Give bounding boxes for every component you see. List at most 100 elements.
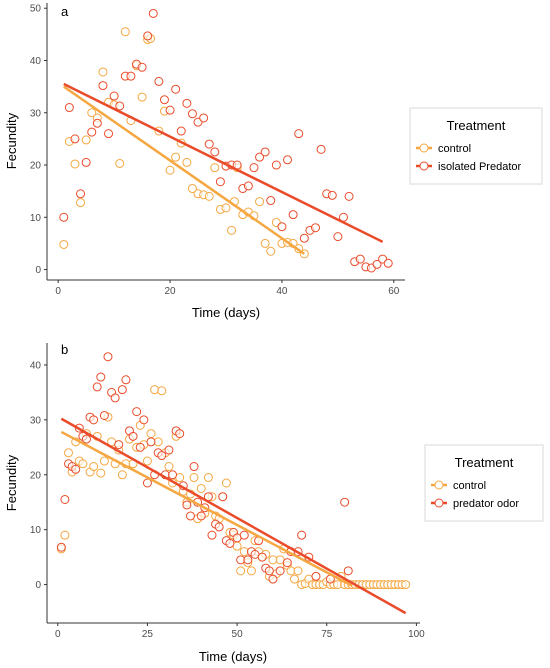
data-point [171,84,181,94]
series-isolated-predator [59,8,393,273]
data-point [204,139,214,149]
data-point [327,190,337,200]
data-point [215,177,225,187]
data-point [218,492,228,502]
data-point [164,462,174,472]
data-point [175,429,185,439]
data-point [316,144,326,154]
data-point [96,468,106,478]
data-point [249,163,259,173]
data-point [299,233,309,243]
data-point [294,129,304,139]
data-point [110,393,120,403]
data-point [344,191,354,201]
trend-line [63,85,306,255]
trend-line [60,430,353,587]
data-point [142,456,152,466]
data-point [266,196,276,206]
legend-key-point [419,161,429,171]
data-point [87,108,97,118]
series-control [56,385,411,590]
data-point [196,511,206,521]
data-point [71,464,81,474]
data-point [277,222,287,232]
trend-line [60,417,407,615]
x-tick-label: 40 [276,286,288,297]
x-axis-title: Time (days) [199,649,267,664]
x-tick-label: 100 [408,629,425,640]
data-point [164,445,174,455]
data-point [221,478,231,488]
legend-title: Treatment [455,455,514,470]
data-point [275,566,285,576]
data-point [81,157,91,167]
y-tick-label: 10 [30,525,42,536]
x-tick-label: 50 [232,629,244,640]
data-point [104,129,114,139]
data-point [383,258,393,268]
data-point [189,473,199,483]
data-point [266,246,276,256]
data-point [81,434,91,444]
data-point [204,191,214,201]
data-point [64,448,74,458]
trend-line [63,82,384,243]
data-point [372,259,382,269]
data-point [103,352,113,362]
data-point [176,126,186,136]
x-tick-label: 25 [142,629,154,640]
data-point [142,478,152,488]
legend-entry-label: control [438,143,471,155]
data-point [246,566,256,576]
data-point [243,181,253,191]
data-point [171,152,181,162]
data-point [343,566,353,576]
panel-label: a [61,4,69,19]
data-point [60,494,70,504]
data-point [289,574,299,584]
data-point [187,109,197,119]
data-point [297,530,307,540]
data-point [146,429,156,439]
legend-entry-label: isolated Predator [438,161,521,173]
data-point [150,385,160,395]
data-point [96,372,106,382]
data-point [115,101,125,111]
data-point [168,470,178,480]
chart-panel-b: 0 10 20 30 40 0 25 50 75 100 Time (days) Fecundity b… [4,342,544,664]
data-point [182,98,192,108]
x-tick-label: 0 [55,629,61,640]
data-point [76,198,86,208]
data-point [70,134,80,144]
y-tick-label: 30 [30,415,42,426]
y-tick-label: 30 [30,108,42,119]
data-point [165,105,175,115]
legend-box [409,107,543,185]
data-point [59,239,69,249]
data-point [340,497,350,507]
data-point [227,225,237,235]
y-tick-label: 20 [30,161,42,172]
data-point [137,62,147,72]
data-point [109,91,119,101]
data-point [257,552,267,562]
data-point [260,147,270,157]
data-point [157,386,167,396]
data-point [154,76,164,86]
legend-entry-label: control [453,480,486,492]
data-point [128,431,138,441]
data-point [76,189,86,199]
data-point [311,571,321,581]
data-point [139,415,149,425]
data-point [311,223,320,233]
y-tick-label: 40 [30,360,42,371]
data-point [81,135,91,145]
data-point [182,157,192,167]
data-point [271,160,281,170]
data-point [159,95,169,105]
data-point [99,410,109,420]
data-point [264,566,274,576]
data-point [283,155,293,165]
legend-key-point [434,498,444,508]
